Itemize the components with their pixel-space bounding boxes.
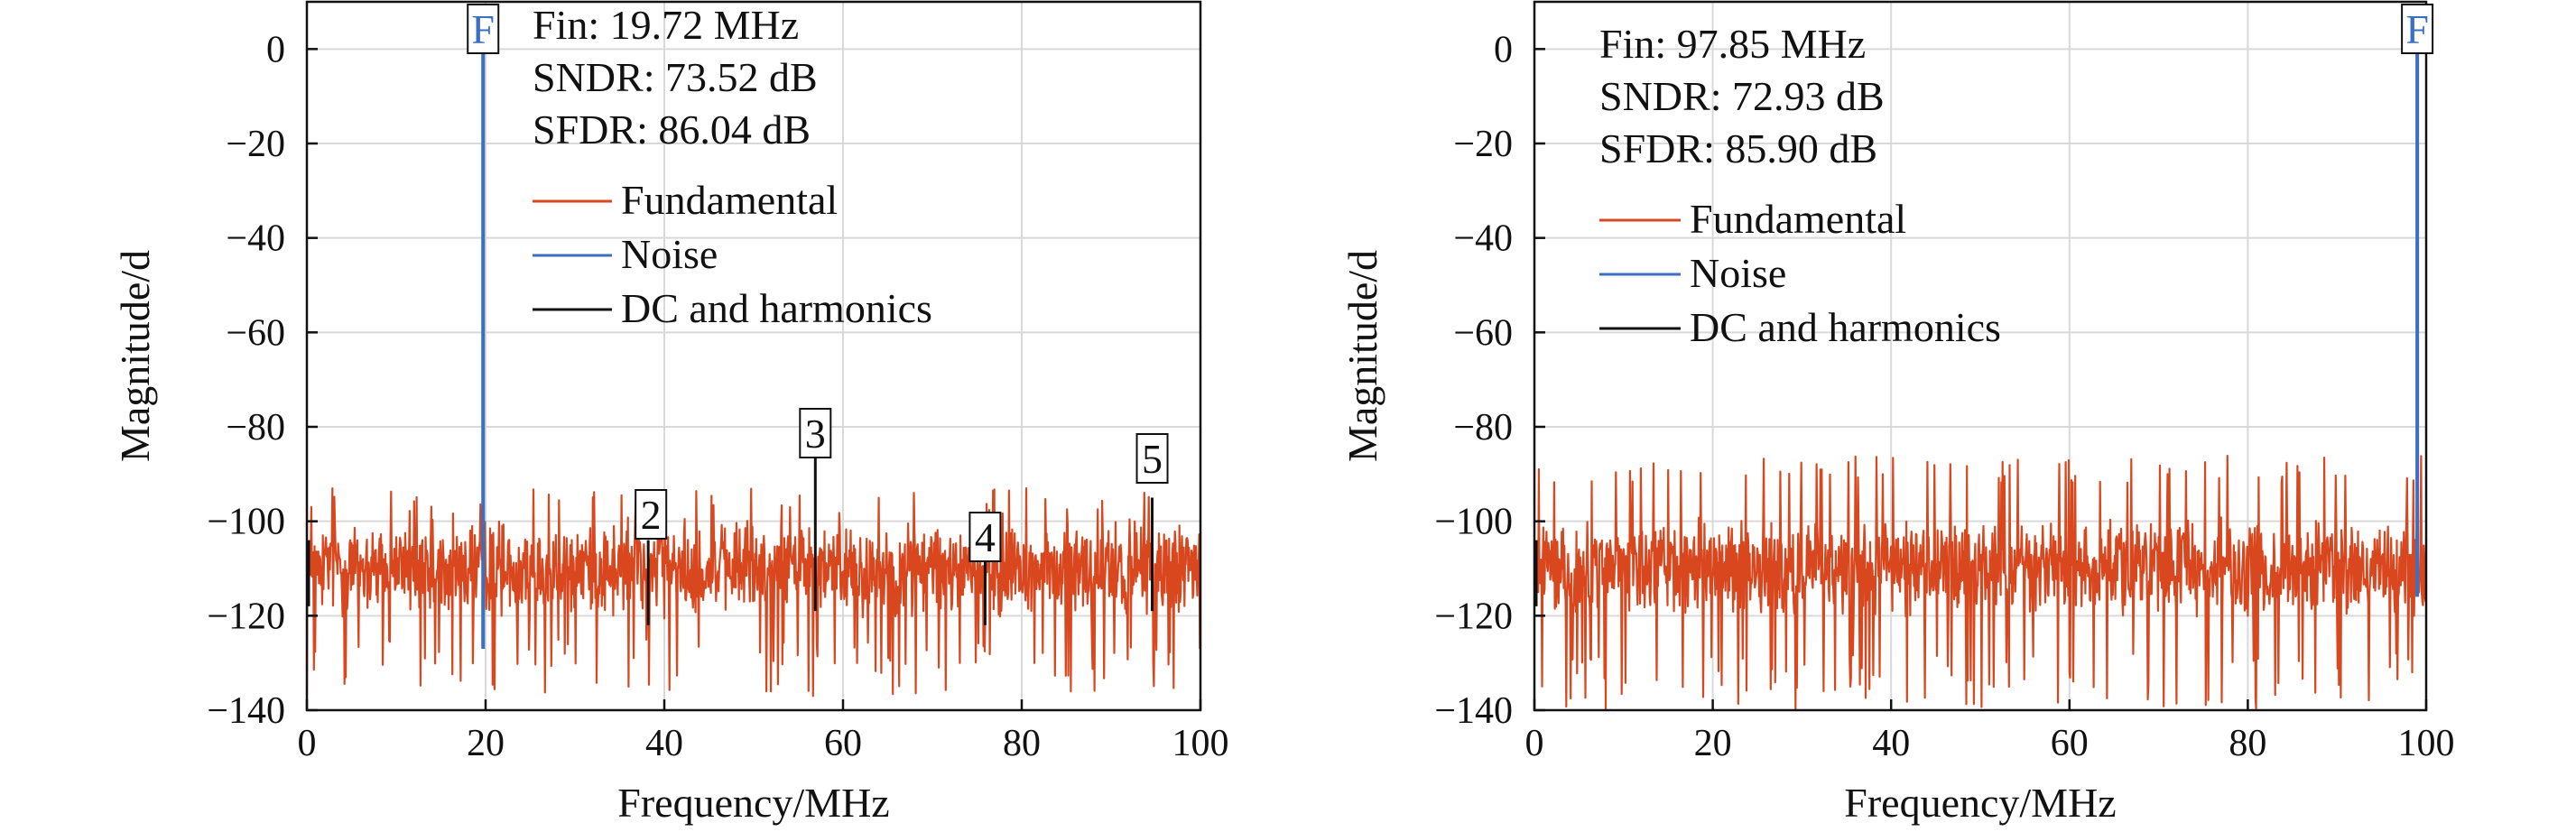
axes-frame [1533, 0, 2428, 712]
x-axis-title: Frequency/MHz [617, 780, 889, 826]
annotation-line: Fin: 97.85 MHz [1599, 21, 1866, 67]
y-tick-label: −100 [207, 502, 285, 543]
marker-box [467, 4, 500, 54]
y-tick-label: −60 [1453, 312, 1513, 354]
legend-entry: Fundamental [1690, 196, 1906, 242]
marker-label: 3 [805, 411, 826, 457]
marker-box [635, 489, 668, 540]
x-axis-title: Frequency/MHz [1844, 780, 2116, 826]
y-tick-label: −120 [1434, 596, 1513, 637]
legend-entry: DC and harmonics [1690, 304, 2001, 350]
x-tick-label: 0 [1525, 723, 1544, 764]
legend-entry: Noise [621, 231, 718, 277]
x-tick-label: 20 [1694, 723, 1732, 764]
annotation-line: SFDR: 86.04 dB [533, 106, 811, 153]
marker-box [1135, 433, 1169, 484]
y-tick-label: −20 [1453, 124, 1513, 165]
legend-entry: Noise [1690, 250, 1786, 296]
x-tick-label: 80 [2229, 723, 2266, 764]
marker-box [799, 408, 832, 458]
y-tick-label: −140 [1434, 690, 1513, 732]
y-tick-label: 0 [1494, 29, 1513, 70]
marker-F: F [2401, 4, 2434, 54]
marker-box [968, 512, 1002, 562]
y-tick-label: 0 [266, 29, 285, 70]
y-axis-title: Magnitude/d [112, 250, 158, 462]
x-tick-label: 60 [824, 723, 862, 764]
legend: Fundamental Noise DC and harmonics [533, 177, 932, 331]
spectrum-chart-left: 0 20 40 60 80 100 0 −20 −40 −60 −80 −100 −120 −140 Fre… [112, 0, 1229, 826]
marker-F: F [467, 4, 500, 54]
legend-entry: Fundamental [621, 177, 838, 223]
annotation-line: SFDR: 85.90 dB [1599, 125, 1877, 171]
y-tick-label: −60 [226, 312, 285, 354]
marker-label: F [2405, 6, 2429, 52]
y-tick-label: −100 [1434, 502, 1513, 543]
x-tick-label: 40 [645, 723, 683, 764]
spectrum-chart-right: 0 20 40 60 80 100 0 −20 −40 −60 −80 −100 −120 −140 Fre… [1339, 0, 2455, 826]
marker-5: 5 [1135, 433, 1169, 484]
marker-label: 2 [641, 492, 662, 538]
annotation-line: SNDR: 72.93 dB [1599, 73, 1885, 119]
legend-entry: DC and harmonics [621, 285, 932, 331]
axes-frame [305, 0, 1202, 712]
x-tick-label: 80 [1003, 723, 1041, 764]
x-tick-label: 100 [1172, 723, 1229, 764]
x-tick-label: 0 [298, 723, 317, 764]
annotation-line: SNDR: 73.52 dB [533, 54, 818, 100]
x-tick-label: 60 [2051, 723, 2089, 764]
marker-label: 5 [1142, 436, 1163, 482]
legend: Fundamental Noise DC and harmonics [1599, 196, 2001, 350]
y-tick-label: −20 [226, 124, 285, 165]
y-tick-label: −40 [226, 218, 285, 260]
marker-box [2401, 4, 2434, 54]
y-tick-label: −120 [207, 596, 285, 637]
x-tick-label: 20 [467, 723, 505, 764]
noise-floor-trace [1533, 455, 2428, 711]
y-tick-label: −80 [1453, 407, 1513, 448]
x-tick-label: 40 [1872, 723, 1910, 764]
marker-3: 3 [799, 408, 832, 458]
marker-4: 4 [968, 512, 1002, 562]
y-tick-label: −40 [1453, 218, 1513, 260]
annotation-line: Fin: 19.72 MHz [533, 2, 799, 48]
y-axis-title: Magnitude/d [1339, 250, 1385, 462]
marker-2: 2 [635, 489, 668, 540]
y-tick-label: −140 [207, 690, 285, 732]
noise-floor-trace [305, 487, 1202, 698]
y-tick-label: −80 [226, 407, 285, 448]
marker-label: 4 [975, 514, 996, 560]
x-tick-label: 100 [2398, 723, 2455, 764]
marker-label: F [471, 6, 495, 52]
